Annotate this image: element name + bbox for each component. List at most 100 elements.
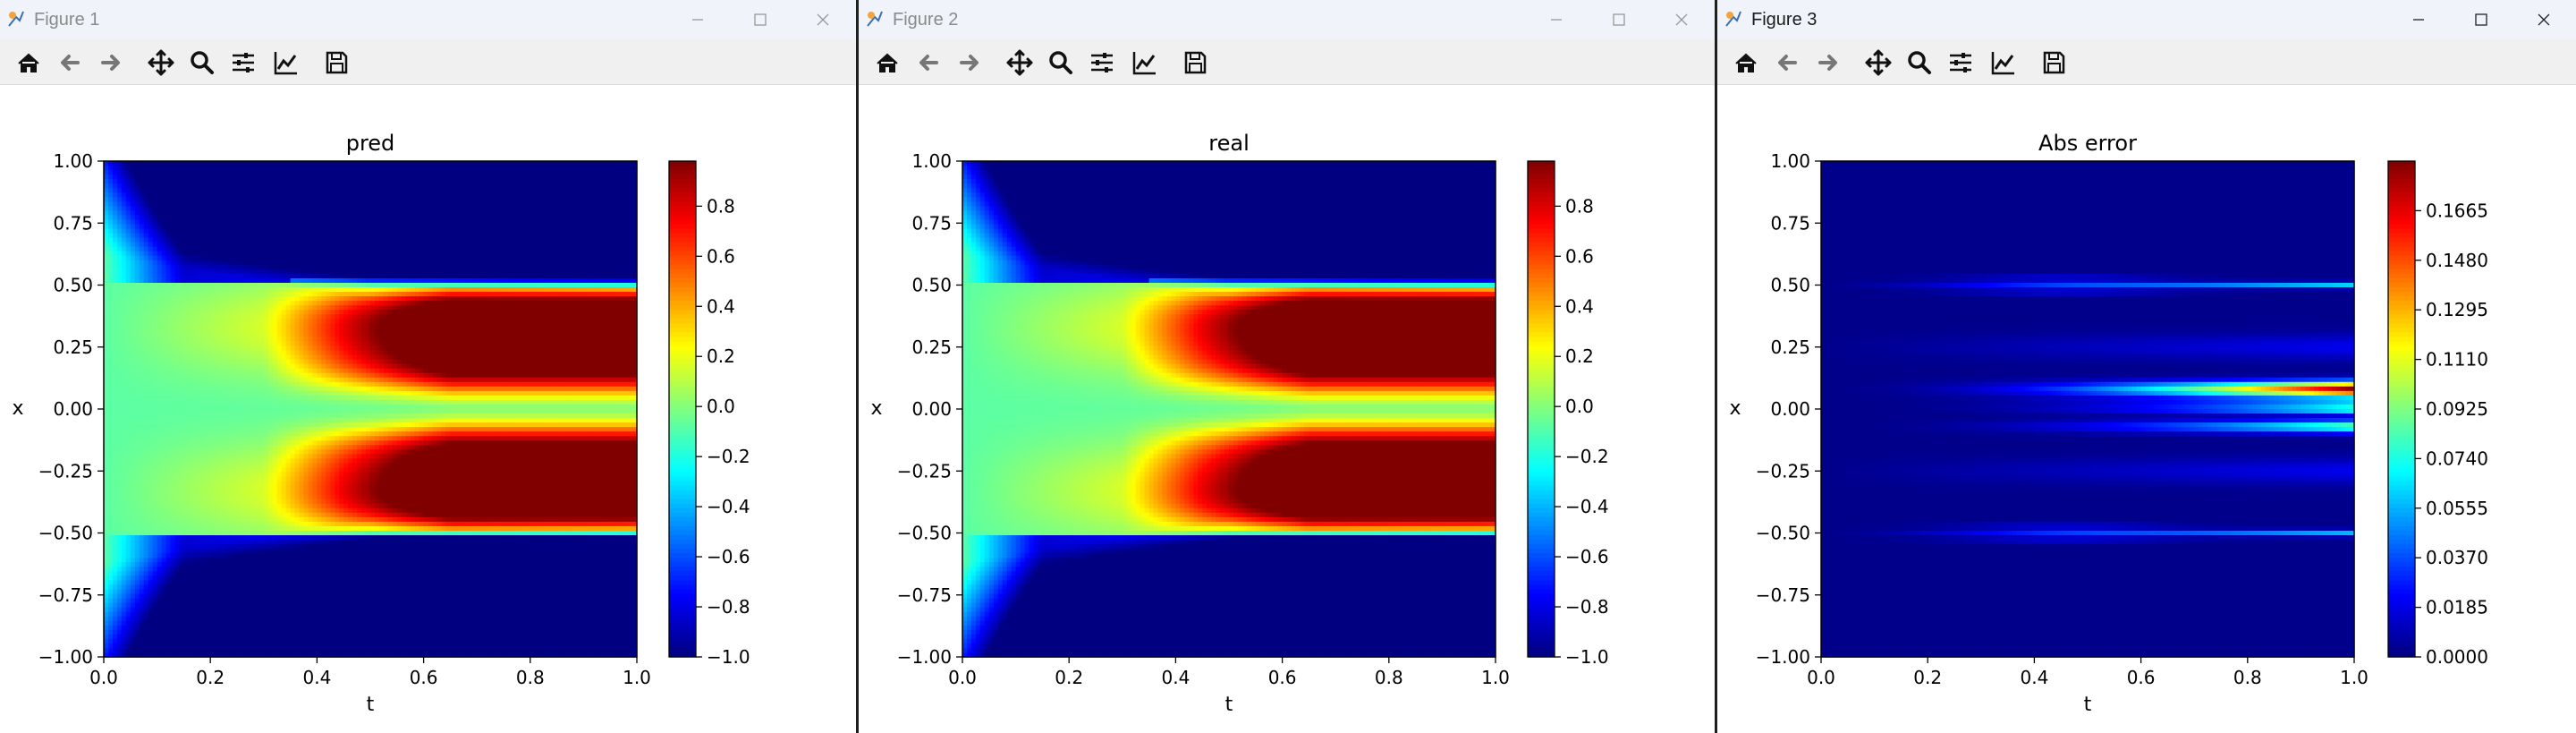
colorbar-tick-label: −0.2 (707, 446, 750, 467)
x-tick-label: 0.4 (302, 667, 331, 688)
x-tick-label: 0.2 (196, 667, 225, 688)
configure-subplots-icon (1950, 53, 1971, 72)
edit-axis-icon (274, 52, 297, 75)
home-button[interactable] (13, 47, 45, 79)
x-tick-label: 1.0 (2340, 667, 2368, 688)
zoom-button[interactable] (1903, 47, 1936, 79)
y-tick-label: 0.50 (53, 275, 93, 296)
y-tick-label: −1.00 (897, 646, 952, 668)
colorbar (668, 160, 697, 658)
colorbar-tick-label: 0.0000 (2426, 646, 2488, 668)
minimize-button[interactable] (1530, 5, 1583, 34)
y-tick-label: −0.25 (897, 460, 952, 482)
colorbar-tick-label: −0.4 (1565, 496, 1609, 517)
x-tick-label: 0.0 (89, 667, 118, 688)
forward-button[interactable] (95, 47, 127, 79)
maximize-button[interactable] (733, 5, 787, 34)
home-button[interactable] (871, 47, 903, 79)
colorbar-tick-label: 0.0370 (2426, 547, 2488, 568)
colorbar-tick-label: −1.0 (1565, 646, 1609, 668)
navigation-toolbar (0, 39, 856, 85)
y-tick-label: 0.25 (911, 337, 952, 358)
figure-window-3: Figure 3 Abs error 0.0 0.2 0.4 0.6 0.8 1.0 1.00… (1717, 0, 2576, 733)
y-tick-label: −0.25 (38, 460, 93, 482)
back-icon (1778, 55, 1797, 71)
edit-axis-button[interactable] (270, 47, 302, 79)
maximize-icon (754, 13, 767, 26)
y-tick-label: 0.00 (911, 398, 952, 420)
y-tick-label: 0.25 (1770, 337, 1810, 358)
title-bar[interactable]: Figure 3 (1717, 0, 2576, 39)
close-icon (2538, 13, 2550, 26)
maximize-button[interactable] (1592, 5, 1646, 34)
window-title: Figure 2 (893, 10, 958, 30)
plot-title: pred (346, 131, 395, 156)
home-icon (877, 53, 898, 72)
forward-button[interactable] (1812, 47, 1844, 79)
x-tick-label: 0.8 (2233, 667, 2262, 688)
configure-subplots-button[interactable] (1945, 47, 1977, 79)
y-tick-label: −0.50 (897, 523, 952, 544)
y-tick-label: −0.75 (38, 584, 93, 606)
save-icon (326, 51, 348, 74)
zoom-icon (1908, 51, 1931, 74)
y-tick-label: −0.75 (897, 584, 952, 606)
x-axis-label: t (2084, 694, 2092, 716)
colorbar (1527, 160, 1555, 658)
save-button[interactable] (2038, 47, 2070, 79)
colorbar-tick-label: −0.4 (707, 496, 750, 517)
pan-button[interactable] (1004, 47, 1036, 79)
save-button[interactable] (1179, 47, 1211, 79)
colorbar-tick-label: 0.4 (1565, 295, 1594, 317)
colorbar-tick-label: −0.8 (707, 596, 750, 618)
figure-window-2: Figure 2 real 0.0 0.2 0.4 0.6 0.8 1.0 1.00 0.75 0… (859, 0, 1715, 733)
maximize-button[interactable] (2454, 5, 2508, 34)
back-button[interactable] (54, 47, 86, 79)
colorbar-tick-label: 0.8 (1565, 195, 1594, 217)
back-button[interactable] (1771, 47, 1803, 79)
matplotlib-app-icon (8, 11, 24, 27)
heatmap-image (1821, 161, 2355, 658)
figure-canvas[interactable]: pred 0.0 0.2 0.4 0.6 0.8 1.0 1.00 0.75 0.50 0.25 0.… (0, 85, 856, 733)
edit-axis-button[interactable] (1129, 47, 1161, 79)
pan-button[interactable] (145, 47, 177, 79)
window-title: Figure 1 (34, 10, 99, 30)
y-tick-label: 0.50 (1770, 275, 1810, 296)
colorbar-tick-label: 0.0 (1565, 396, 1594, 417)
title-bar[interactable]: Figure 1 (0, 0, 856, 39)
configure-subplots-button[interactable] (227, 47, 259, 79)
y-tick-label: −0.75 (1756, 584, 1810, 606)
figure-canvas[interactable]: Abs error 0.0 0.2 0.4 0.6 0.8 1.0 1.00 0.75 0.50 0… (1717, 85, 2576, 733)
home-icon (1735, 53, 1757, 72)
minimize-button[interactable] (671, 5, 724, 34)
save-button[interactable] (320, 47, 352, 79)
heatmap-chart: Abs error 0.0 0.2 0.4 0.6 0.8 1.0 1.00 0.75 0.50 0… (1729, 131, 2488, 716)
back-button[interactable] (912, 47, 945, 79)
figure-canvas[interactable]: real 0.0 0.2 0.4 0.6 0.8 1.0 1.00 0.75 0.50 0.25 0.… (859, 85, 1715, 733)
configure-subplots-button[interactable] (1086, 47, 1118, 79)
edit-axis-button[interactable] (1987, 47, 2020, 79)
close-button[interactable] (796, 5, 850, 34)
pan-button[interactable] (1862, 47, 1894, 79)
forward-button[interactable] (953, 47, 986, 79)
y-axis-label: x (870, 397, 882, 420)
x-tick-label: 0.6 (1268, 667, 1297, 688)
colorbar-tick-label: 0.0925 (2426, 398, 2488, 420)
heatmap-chart: pred 0.0 0.2 0.4 0.6 0.8 1.0 1.00 0.75 0.50 0.25 0.… (12, 131, 750, 716)
x-tick-label: 0.8 (516, 667, 545, 688)
zoom-button[interactable] (1045, 47, 1077, 79)
y-tick-label: 1.00 (911, 150, 952, 172)
navigation-toolbar (1717, 39, 2576, 85)
figure-window-1: Figure 1 pred 0.0 0.2 0.4 0.6 0.8 1.0 1.00 0.75 0… (0, 0, 856, 733)
minimize-button[interactable] (2392, 5, 2445, 34)
y-tick-label: 1.00 (53, 150, 93, 172)
y-tick-label: −0.50 (1756, 523, 1810, 544)
close-button[interactable] (2517, 5, 2571, 34)
colorbar-tick-label: 0.2 (707, 345, 735, 367)
matplotlib-app-icon (1725, 11, 1741, 27)
zoom-button[interactable] (186, 47, 218, 79)
home-button[interactable] (1730, 47, 1762, 79)
configure-subplots-icon (1091, 53, 1113, 72)
close-button[interactable] (1655, 5, 1708, 34)
title-bar[interactable]: Figure 2 (859, 0, 1715, 39)
